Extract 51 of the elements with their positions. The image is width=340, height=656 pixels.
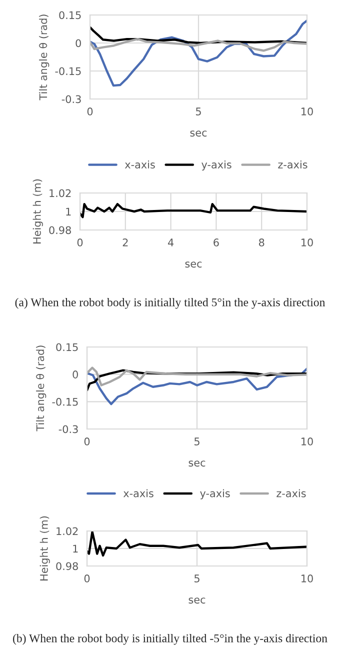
line-series — [90, 38, 307, 52]
y-tick-label: -0.3 — [58, 425, 78, 434]
y-tick-label: 1 — [66, 208, 71, 216]
x-tick-label: 5 — [194, 438, 200, 446]
y-tick-label: 0.15 — [59, 11, 81, 20]
x-tick-label: 0 — [84, 438, 90, 446]
x-tick-label: 5 — [194, 574, 200, 582]
x-tick-label: 0 — [84, 574, 90, 582]
legend-label: y-axis — [202, 160, 232, 171]
y-tick-label: 1.02 — [56, 527, 78, 536]
text: (a) When the robot body is initially tilted 5°in the y-axis direction — [15, 298, 326, 309]
x-tick-label: 10 — [302, 108, 313, 116]
x-tick-label: 0 — [87, 108, 93, 116]
y-tick-label: -0.3 — [62, 95, 81, 104]
x-tick-label: 10 — [302, 438, 313, 446]
y-axis-title: Height h (m) — [40, 516, 50, 580]
y-tick-label: -0.15 — [55, 67, 81, 76]
y-tick-label: -0.15 — [52, 398, 78, 406]
y-tick-label: 0.98 — [56, 562, 78, 570]
legend-label: z-axis — [276, 489, 306, 498]
y-tick-label: 1 — [73, 544, 78, 552]
x-axis-title: sec — [188, 598, 206, 604]
line-series — [87, 366, 307, 386]
legend-label: z-axis — [278, 160, 308, 169]
line-series — [87, 368, 307, 406]
x-axis-title: sec — [185, 262, 202, 268]
line-series — [87, 369, 307, 392]
y-tick-label: 1.02 — [50, 189, 71, 198]
x-tick-label: 6 — [214, 238, 219, 246]
x-tick-label: 4 — [168, 238, 174, 246]
text: (b) When the robot body is initially tilted -5°in the y-axis direction — [13, 634, 328, 645]
x-tick-label: 10 — [302, 574, 313, 582]
y-tick-label: 0.15 — [56, 343, 78, 352]
x-tick-label: 5 — [196, 108, 201, 116]
legend-label: x-axis — [124, 160, 155, 169]
line-series — [80, 202, 307, 218]
x-axis-title: sec — [188, 460, 206, 467]
x-tick-label: 8 — [258, 238, 264, 246]
line-series — [90, 19, 307, 87]
x-tick-label: 10 — [302, 238, 313, 246]
legend-label: y-axis — [200, 489, 230, 500]
line-series — [90, 26, 307, 44]
x-axis-title: sec — [190, 130, 207, 137]
legend-label: x-axis — [123, 489, 154, 498]
y-tick-label: 0 — [72, 370, 78, 378]
y-axis-title: Tilt angle θ (rad) — [38, 14, 50, 100]
y-tick-label: 0 — [76, 39, 81, 48]
y-axis-title: Height h (m) — [32, 179, 43, 244]
y-tick-label: 0.98 — [49, 226, 71, 234]
y-axis-title: Tilt angle θ (rad) — [36, 346, 46, 432]
x-tick-label: 2 — [122, 238, 128, 246]
